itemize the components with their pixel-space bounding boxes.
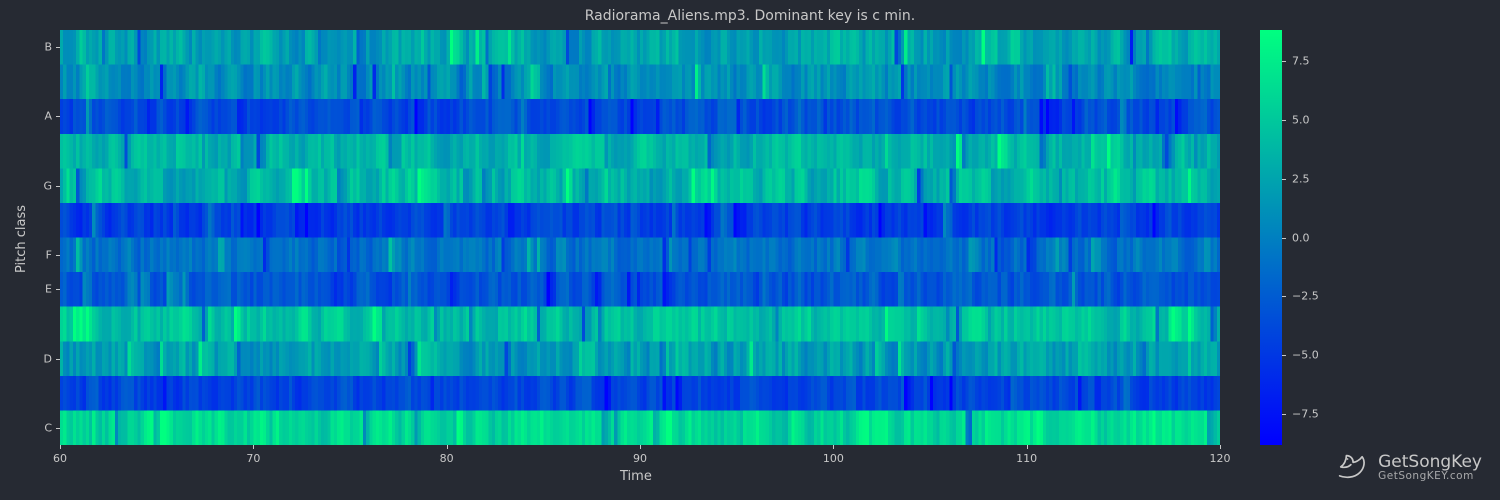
- y-tick-mark: [56, 359, 60, 360]
- colorbar-tick-mark: [1282, 61, 1286, 62]
- y-tick-mark: [56, 186, 60, 187]
- x-tick-label: 100: [823, 453, 844, 464]
- x-tick-label: 60: [53, 453, 67, 464]
- colorbar-tick-mark: [1282, 120, 1286, 121]
- colorbar-tick-label: −7.5: [1292, 409, 1319, 420]
- colorbar-tick-mark: [1282, 179, 1286, 180]
- y-tick-mark: [56, 47, 60, 48]
- colorbar-tick-mark: [1282, 296, 1286, 297]
- colorbar-tick-mark: [1282, 238, 1286, 239]
- colorbar: [1260, 30, 1282, 445]
- x-axis-label: Time: [620, 469, 652, 484]
- watermark: GetSongKey GetSongKEY.com: [1334, 450, 1482, 486]
- y-tick-label: G: [36, 180, 52, 191]
- x-tick-mark: [1220, 445, 1221, 449]
- x-tick-label: 110: [1016, 453, 1037, 464]
- chromagram-heatmap: [60, 30, 1220, 445]
- x-tick-mark: [833, 445, 834, 449]
- x-tick-label: 90: [633, 453, 647, 464]
- y-tick-label: D: [36, 353, 52, 364]
- x-tick-label: 120: [1210, 453, 1231, 464]
- heatmap-plot-area: [60, 30, 1220, 445]
- x-tick-mark: [1027, 445, 1028, 449]
- y-tick-label: F: [36, 249, 52, 260]
- colorbar-tick-mark: [1282, 414, 1286, 415]
- colorbar-gradient: [1260, 30, 1282, 445]
- y-tick-label: C: [36, 422, 52, 433]
- chart-title: Radiorama_Aliens.mp3. Dominant key is c …: [0, 8, 1500, 24]
- colorbar-tick-label: 5.0: [1292, 114, 1310, 125]
- x-tick-label: 80: [440, 453, 454, 464]
- y-tick-label: E: [36, 284, 52, 295]
- x-tick-mark: [60, 445, 61, 449]
- watermark-title: GetSongKey: [1378, 454, 1482, 472]
- y-tick-mark: [56, 116, 60, 117]
- y-tick-label: B: [36, 42, 52, 53]
- bird-logo-icon: [1334, 450, 1370, 486]
- x-tick-label: 70: [246, 453, 260, 464]
- colorbar-tick-label: −5.0: [1292, 350, 1319, 361]
- x-tick-mark: [447, 445, 448, 449]
- y-tick-mark: [56, 289, 60, 290]
- watermark-subtitle: GetSongKEY.com: [1378, 471, 1482, 482]
- colorbar-tick-mark: [1282, 355, 1286, 356]
- y-tick-label: A: [36, 111, 52, 122]
- colorbar-tick-label: −2.5: [1292, 291, 1319, 302]
- y-tick-mark: [56, 428, 60, 429]
- x-tick-mark: [640, 445, 641, 449]
- x-tick-mark: [253, 445, 254, 449]
- colorbar-tick-label: 7.5: [1292, 55, 1310, 66]
- figure: Radiorama_Aliens.mp3. Dominant key is c …: [0, 0, 1500, 500]
- y-axis-label: Pitch class: [14, 204, 29, 272]
- colorbar-tick-label: 2.5: [1292, 173, 1310, 184]
- colorbar-tick-label: 0.0: [1292, 232, 1310, 243]
- y-tick-mark: [56, 255, 60, 256]
